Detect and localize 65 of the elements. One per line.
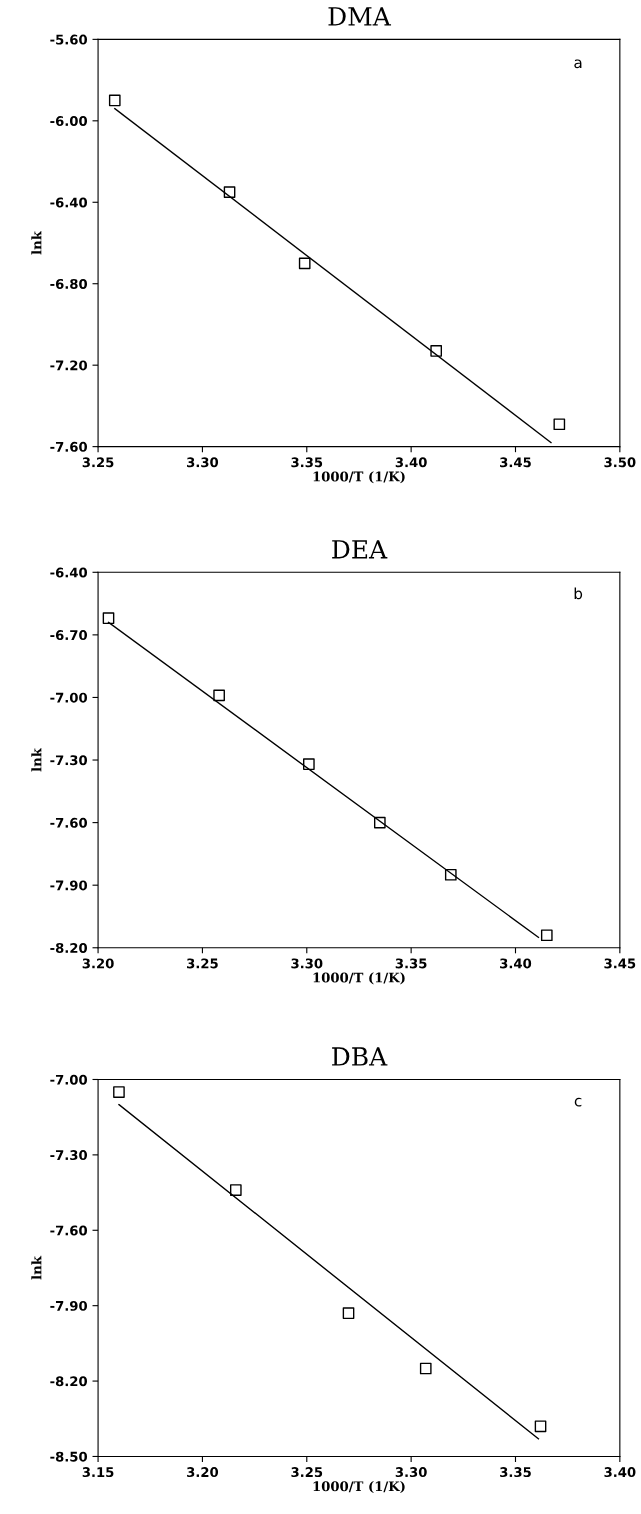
point <box>229 1184 242 1196</box>
x-tick-label: 3.35 <box>395 958 427 969</box>
y-tick-label: -7.60 <box>50 817 88 828</box>
point <box>113 1086 125 1098</box>
y-axis-title: lnk <box>31 230 42 255</box>
point <box>108 94 121 107</box>
point <box>419 1362 432 1375</box>
y-tick-label: -8.20 <box>50 942 88 953</box>
point <box>430 345 443 357</box>
x-tick-label: 3.45 <box>604 958 636 969</box>
x-tick-label: 3.40 <box>395 457 427 468</box>
point <box>373 816 386 829</box>
y-tick-label: -7.60 <box>50 1225 88 1236</box>
x-tick-label: 3.35 <box>291 457 323 468</box>
chart-title: DBA <box>332 1047 388 1066</box>
y-tick-label: -7.20 <box>50 360 88 371</box>
y-tick-label: -5.60 <box>50 34 88 45</box>
x-tick-label: 3.30 <box>395 1467 427 1478</box>
y-tick-label: -6.40 <box>50 567 88 578</box>
y-tick-label: -8.20 <box>50 1376 88 1387</box>
point <box>223 186 236 198</box>
x-tick-label: 3.50 <box>604 457 636 468</box>
y-tick-label: -7.30 <box>50 755 88 766</box>
y-tick-label: -7.90 <box>50 880 88 891</box>
point <box>102 612 115 625</box>
point <box>342 1307 355 1320</box>
y-tick-label: -7.90 <box>50 1300 88 1311</box>
y-axis-title: lnk <box>31 1255 42 1280</box>
x-tick-label: 3.25 <box>82 457 114 468</box>
point <box>213 689 225 702</box>
y-axis-title: lnk <box>31 747 42 772</box>
chart-title: DMA <box>328 7 392 26</box>
x-tick-label: 3.35 <box>500 1467 531 1478</box>
annotation: a <box>574 59 582 69</box>
x-tick-label: 3.40 <box>604 1467 636 1478</box>
annotation: b <box>574 587 583 600</box>
x-tick-label: 3.45 <box>500 457 531 468</box>
y-tick-label: -7.60 <box>50 441 88 452</box>
point <box>298 257 311 270</box>
point <box>540 929 553 942</box>
y-tick-label: -6.80 <box>50 278 88 289</box>
x-axis-title: 1000/T (1/K) <box>313 471 405 484</box>
x-tick-label: 3.40 <box>500 958 532 969</box>
y-tick-label: -6.70 <box>50 630 88 641</box>
y-tick-label: -7.00 <box>50 692 88 703</box>
y-tick-label: -6.40 <box>50 197 88 208</box>
chart-title: DEA <box>332 540 388 559</box>
x-tick-label: 3.30 <box>187 457 219 468</box>
y-tick-label: -7.00 <box>50 1074 88 1085</box>
point <box>534 1420 547 1433</box>
x-tick-label: 3.20 <box>82 958 114 969</box>
point <box>444 868 457 881</box>
x-axis-title: 1000/T (1/K) <box>313 972 405 985</box>
point <box>553 418 566 431</box>
x-tick-label: 3.30 <box>291 958 323 969</box>
point <box>303 758 315 771</box>
y-tick-label: -8.50 <box>50 1451 88 1462</box>
x-axis-title: 1000/T (1/K) <box>313 1481 405 1494</box>
annotation: c <box>574 1097 582 1107</box>
x-tick-label: 3.15 <box>82 1467 114 1478</box>
x-tick-label: 3.25 <box>291 1467 323 1478</box>
y-tick-label: -6.00 <box>50 116 88 127</box>
x-tick-label: 3.25 <box>187 958 218 969</box>
y-tick-label: -7.30 <box>50 1150 88 1161</box>
x-tick-label: 3.20 <box>187 1467 219 1478</box>
